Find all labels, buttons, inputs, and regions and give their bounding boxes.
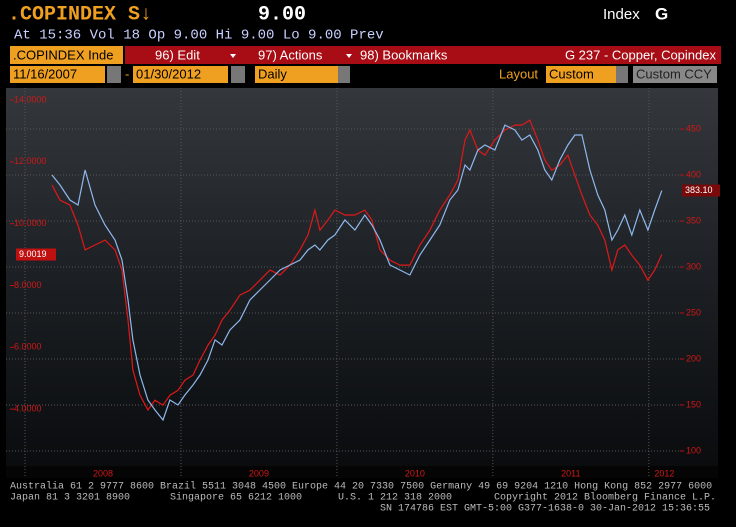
y2-tick-label: 150 [686, 399, 701, 409]
actions-menu[interactable]: 97) Actions [258, 47, 323, 62]
period: Daily [258, 66, 287, 81]
x-axis-band [6, 466, 718, 478]
calendar-button[interactable] [107, 66, 121, 83]
ticker: .COPINDEX S↓ [8, 3, 152, 26]
end-date-field[interactable] [133, 66, 228, 83]
period-field[interactable] [255, 66, 338, 83]
last-value-label: 9.0019 [19, 249, 47, 259]
copyright: Copyright 2012 Bloomberg Finance L.P. [494, 492, 716, 504]
layout-field[interactable] [546, 66, 616, 83]
end-date: 01/30/2012 [136, 66, 201, 81]
edit-menu[interactable]: 96) Edit [155, 47, 200, 62]
y2-tick-label: 300 [686, 261, 701, 271]
x-tick-label: 2011 [561, 468, 580, 478]
dropdown-arrow [346, 54, 352, 58]
y-tick-label: 10.0000 [14, 218, 47, 228]
x-tick-label: 2012 [654, 468, 674, 478]
last-value-label: 383.10 [685, 185, 713, 195]
plot-area [6, 88, 718, 466]
start-date: 11/16/2007 [13, 66, 77, 81]
y2-tick-label: 450 [686, 123, 701, 133]
x-tick-label: 2009 [249, 468, 269, 478]
date-dash: - [125, 66, 129, 81]
y-tick-label: 4.0000 [14, 403, 42, 413]
layout-label: Layout [499, 66, 538, 81]
x-tick-label: 2010 [405, 468, 425, 478]
y2-tick-label: 100 [686, 445, 701, 455]
last-value-box [16, 248, 56, 261]
bookmarks-menu[interactable]: 98) Bookmarks [360, 47, 448, 62]
footer-contact: U.S. 1 212 318 2000 [338, 493, 452, 504]
start-date-field[interactable] [10, 66, 105, 83]
layout: Custom [549, 66, 594, 81]
y-tick-label: 6.0000 [14, 342, 42, 352]
x-tick-label: 2008 [93, 468, 113, 478]
security-field[interactable] [10, 46, 123, 64]
market-key: G [655, 4, 668, 23]
y-tick-label: 14.0000 [14, 94, 47, 104]
toolbar [125, 46, 721, 64]
footer-contact: Singapore 65 6212 1000 [170, 492, 302, 504]
quote-line: At 15:36 Vol 18 Op 9.00 Hi 9.00 Lo 9.00 … [14, 28, 384, 44]
price: 9.00 [258, 3, 306, 26]
currency: Custom CCY [636, 66, 712, 81]
footer-contact: Japan 81 3 3201 8900 [10, 493, 130, 504]
last-value-box [682, 184, 720, 197]
footer-line: Australia 61 2 9777 8600 Brazil 5511 304… [10, 481, 712, 493]
y-tick-label: 8.0000 [14, 280, 42, 290]
y2-tick-label: 200 [686, 353, 701, 363]
security-text: .COPINDEX Inde [13, 47, 113, 62]
calendar-button[interactable] [231, 66, 245, 83]
security-type: Index [603, 6, 640, 23]
series-line [51, 124, 663, 422]
footer-line: SN 174786 EST GMT-5:00 G377-1638-0 30-Ja… [380, 504, 710, 515]
dropdown-button[interactable] [616, 66, 628, 83]
dropdown-arrow [230, 54, 236, 58]
y2-tick-label: 250 [686, 307, 701, 317]
dropdown-button[interactable] [338, 66, 350, 83]
chart: 100 150 200 250 300 350 400 450 4.0000 6.0000 8.00… [6, 88, 720, 478]
y2-tick-label: 400 [686, 169, 701, 179]
currency-field[interactable] [633, 66, 717, 83]
y2-tick-label: 350 [686, 215, 701, 225]
y-tick-label: 12.0000 [14, 156, 47, 166]
page-title: G 237 - Copper, Copindex [565, 47, 717, 62]
